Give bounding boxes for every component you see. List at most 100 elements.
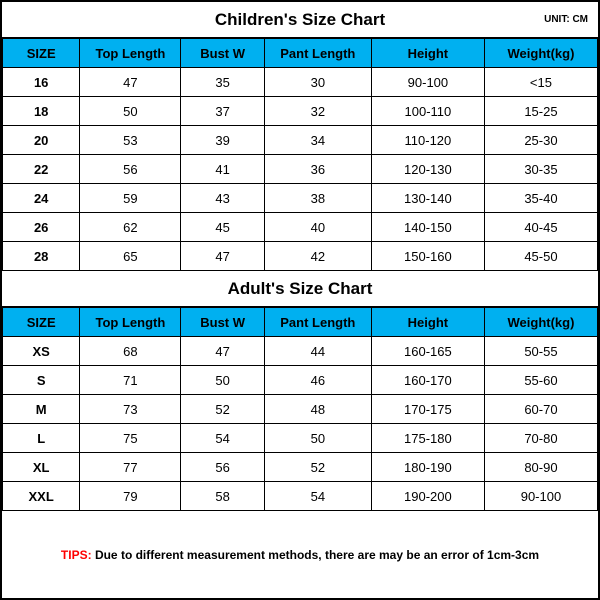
table-cell: 58: [181, 482, 264, 511]
table-cell: 39: [181, 126, 264, 155]
col-pant-length: Pant Length: [264, 39, 371, 68]
col-size: SIZE: [3, 39, 80, 68]
adult-header-row: SIZE Top Length Bust W Pant Length Heigh…: [3, 308, 598, 337]
table-cell: 175-180: [371, 424, 484, 453]
col-weight: Weight(kg): [484, 39, 597, 68]
tips-row: TIPS: Due to different measurement metho…: [2, 511, 598, 598]
table-cell: 170-175: [371, 395, 484, 424]
adult-table: SIZE Top Length Bust W Pant Length Heigh…: [2, 307, 598, 511]
tips-label: TIPS:: [61, 548, 95, 562]
table-cell: 46: [264, 366, 371, 395]
col-top-length: Top Length: [80, 39, 181, 68]
table-cell: 54: [181, 424, 264, 453]
table-cell: 28: [3, 242, 80, 271]
table-cell: 70-80: [484, 424, 597, 453]
table-cell: 110-120: [371, 126, 484, 155]
table-cell: 30-35: [484, 155, 597, 184]
table-cell: 38: [264, 184, 371, 213]
unit-label: UNIT: CM: [544, 14, 588, 25]
table-row: 28654742150-16045-50: [3, 242, 598, 271]
table-cell: L: [3, 424, 80, 453]
table-cell: 43: [181, 184, 264, 213]
adult-body: XS684744160-16550-55S715046160-17055-60M…: [3, 337, 598, 511]
table-cell: 25-30: [484, 126, 597, 155]
adult-title: Adult's Size Chart: [2, 279, 598, 299]
table-cell: 62: [80, 213, 181, 242]
col-top-length: Top Length: [80, 308, 181, 337]
col-bust-w: Bust W: [181, 39, 264, 68]
table-cell: 35-40: [484, 184, 597, 213]
table-cell: 75: [80, 424, 181, 453]
table-cell: 190-200: [371, 482, 484, 511]
children-title-row: Children's Size Chart UNIT: CM: [2, 2, 598, 38]
table-cell: 42: [264, 242, 371, 271]
table-cell: 71: [80, 366, 181, 395]
table-cell: 15-25: [484, 97, 597, 126]
table-cell: 60-70: [484, 395, 597, 424]
table-cell: 52: [264, 453, 371, 482]
table-cell: <15: [484, 68, 597, 97]
table-cell: 44: [264, 337, 371, 366]
table-cell: 53: [80, 126, 181, 155]
table-cell: XL: [3, 453, 80, 482]
col-size: SIZE: [3, 308, 80, 337]
table-cell: 35: [181, 68, 264, 97]
table-row: L755450175-18070-80: [3, 424, 598, 453]
adult-title-row: Adult's Size Chart: [2, 271, 598, 307]
table-cell: 150-160: [371, 242, 484, 271]
table-cell: 79: [80, 482, 181, 511]
table-row: XS684744160-16550-55: [3, 337, 598, 366]
children-header-row: SIZE Top Length Bust W Pant Length Heigh…: [3, 39, 598, 68]
table-cell: 26: [3, 213, 80, 242]
table-cell: 45-50: [484, 242, 597, 271]
table-cell: 50-55: [484, 337, 597, 366]
table-cell: 77: [80, 453, 181, 482]
col-bust-w: Bust W: [181, 308, 264, 337]
table-cell: 140-150: [371, 213, 484, 242]
children-body: 1647353090-100<1518503732100-11015-25205…: [3, 68, 598, 271]
table-cell: 80-90: [484, 453, 597, 482]
children-title: Children's Size Chart: [2, 10, 598, 30]
table-cell: 16: [3, 68, 80, 97]
table-cell: 40-45: [484, 213, 597, 242]
table-cell: 41: [181, 155, 264, 184]
table-row: M735248170-17560-70: [3, 395, 598, 424]
children-table: SIZE Top Length Bust W Pant Length Heigh…: [2, 38, 598, 271]
table-cell: 22: [3, 155, 80, 184]
table-cell: 52: [181, 395, 264, 424]
table-cell: 73: [80, 395, 181, 424]
table-cell: 59: [80, 184, 181, 213]
table-cell: 24: [3, 184, 80, 213]
table-cell: 47: [80, 68, 181, 97]
table-cell: 47: [181, 337, 264, 366]
col-height: Height: [371, 39, 484, 68]
table-cell: 65: [80, 242, 181, 271]
table-cell: 56: [80, 155, 181, 184]
table-cell: 50: [181, 366, 264, 395]
table-cell: 37: [181, 97, 264, 126]
table-cell: 50: [80, 97, 181, 126]
table-cell: 100-110: [371, 97, 484, 126]
table-cell: 45: [181, 213, 264, 242]
table-row: 1647353090-100<15: [3, 68, 598, 97]
table-cell: 34: [264, 126, 371, 155]
table-cell: 54: [264, 482, 371, 511]
table-cell: 48: [264, 395, 371, 424]
col-height: Height: [371, 308, 484, 337]
table-cell: 55-60: [484, 366, 597, 395]
table-cell: 20: [3, 126, 80, 155]
table-row: 26624540140-15040-45: [3, 213, 598, 242]
table-cell: XXL: [3, 482, 80, 511]
col-weight: Weight(kg): [484, 308, 597, 337]
table-cell: 32: [264, 97, 371, 126]
table-cell: 18: [3, 97, 80, 126]
table-row: 20533934110-12025-30: [3, 126, 598, 155]
table-cell: 90-100: [484, 482, 597, 511]
table-cell: 130-140: [371, 184, 484, 213]
table-cell: M: [3, 395, 80, 424]
table-cell: 120-130: [371, 155, 484, 184]
table-cell: XS: [3, 337, 80, 366]
table-row: 24594338130-14035-40: [3, 184, 598, 213]
table-cell: 50: [264, 424, 371, 453]
table-cell: 30: [264, 68, 371, 97]
